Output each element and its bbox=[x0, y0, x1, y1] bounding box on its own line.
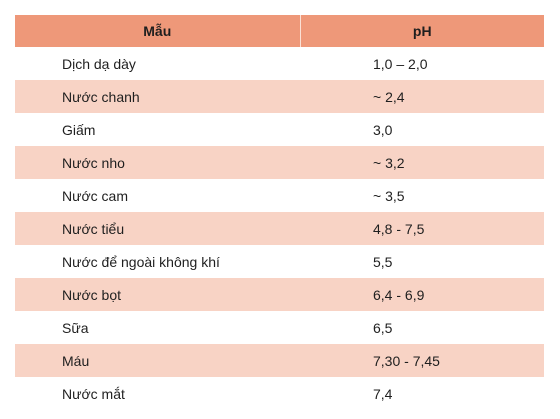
ph-cell: 7,4 bbox=[373, 385, 393, 402]
table-row: Máu 7,30 - 7,45 bbox=[15, 344, 544, 377]
ph-cell: 4,8 - 7,5 bbox=[373, 220, 425, 237]
ph-table: Mẫu pH Dịch dạ dày 1,0 – 2,0 Nước chanh … bbox=[15, 15, 544, 410]
header-sample: Mẫu bbox=[15, 15, 301, 47]
table-row: Nước chanh ~ 2,4 bbox=[15, 80, 544, 113]
ph-cell: 6,4 - 6,9 bbox=[373, 286, 425, 303]
sample-cell: Nước tiểu bbox=[62, 220, 125, 237]
table-row: Nước bọt 6,4 - 6,9 bbox=[15, 278, 544, 311]
sample-cell: Sữa bbox=[62, 319, 89, 336]
ph-cell: 7,30 - 7,45 bbox=[373, 352, 440, 369]
header-row: Mẫu pH bbox=[15, 15, 544, 47]
sample-cell: Nước nho bbox=[62, 154, 125, 171]
sample-cell: Nước mắt bbox=[62, 385, 125, 402]
table-row: Nước để ngoài không khí 5,5 bbox=[15, 245, 544, 278]
sample-cell: Nước cam bbox=[62, 187, 129, 204]
table-header: Mẫu pH bbox=[15, 15, 544, 47]
sample-cell: Dịch dạ dày bbox=[62, 55, 136, 72]
ph-cell: 1,0 – 2,0 bbox=[373, 55, 428, 72]
table-row: Nước tiểu 4,8 - 7,5 bbox=[15, 212, 544, 245]
ph-cell: ~ 3,2 bbox=[373, 154, 405, 171]
table-row: Sữa 6,5 bbox=[15, 311, 544, 344]
header-ph: pH bbox=[412, 23, 432, 39]
ph-cell: 5,5 bbox=[373, 253, 393, 270]
ph-cell: 3,0 bbox=[373, 121, 393, 138]
table-row: Nước cam ~ 3,5 bbox=[15, 179, 544, 212]
ph-cell: 6,5 bbox=[373, 319, 393, 336]
table-row: Nước nho ~ 3,2 bbox=[15, 146, 544, 179]
ph-cell: ~ 2,4 bbox=[373, 88, 405, 105]
table-body: Dịch dạ dày 1,0 – 2,0 Nước chanh ~ 2,4 G… bbox=[15, 47, 544, 410]
sample-cell: Nước bọt bbox=[62, 286, 122, 303]
sample-cell: Nước chanh bbox=[62, 88, 140, 105]
sample-cell: Nước để ngoài không khí bbox=[62, 253, 220, 270]
sample-cell: Giấm bbox=[62, 121, 96, 138]
sample-cell: Máu bbox=[62, 352, 90, 369]
table-row: Dịch dạ dày 1,0 – 2,0 bbox=[15, 47, 544, 80]
ph-cell: ~ 3,5 bbox=[373, 187, 405, 204]
table-row: Nước mắt 7,4 bbox=[15, 377, 544, 410]
table-row: Giấm 3,0 bbox=[15, 113, 544, 146]
